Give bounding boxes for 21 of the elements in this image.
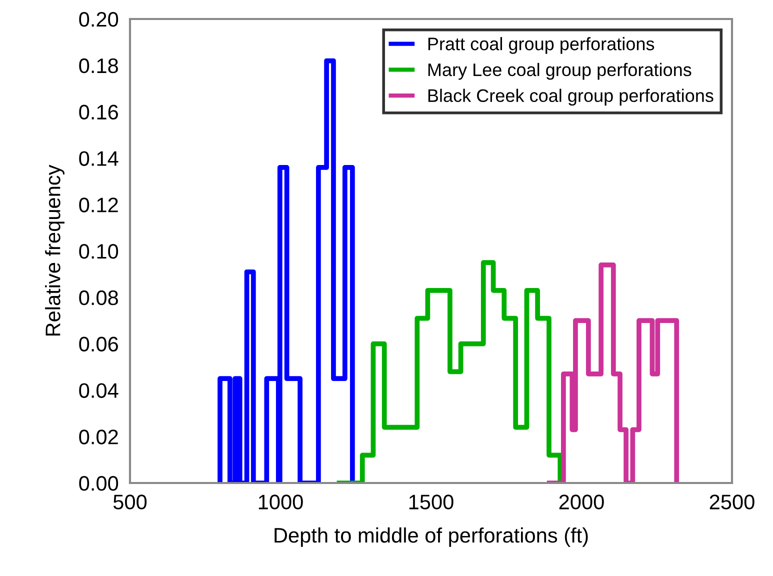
x-axis-title: Depth to middle of perforations (ft) <box>274 527 588 547</box>
y-tick-label: 0.18 <box>79 58 118 74</box>
x-tick-label: 2000 <box>559 494 604 510</box>
y-tick-label: 0.14 <box>79 151 118 166</box>
y-tick-label: 0.06 <box>79 336 118 352</box>
x-tick-label: 1000 <box>258 494 303 510</box>
x-tick-label: 500 <box>113 494 147 510</box>
x-tick-label: 2500 <box>710 494 754 510</box>
y-axis-title: Relative frequency <box>45 164 64 336</box>
y-tick-label: 0.08 <box>79 290 118 306</box>
legend-label: Mary Lee coal group perforations <box>428 62 692 80</box>
y-tick-label: 0.10 <box>79 244 118 259</box>
y-tick-label: 0.04 <box>79 383 118 398</box>
y-tick-label: 0.16 <box>79 104 118 120</box>
legend-label: Black Creek coal group perforations <box>428 88 714 106</box>
y-tick-label: 0.12 <box>79 198 118 212</box>
y-tick-label: 0.02 <box>79 430 118 444</box>
legend-label: Pratt coal group perforations <box>428 37 654 54</box>
x-tick-label: 1500 <box>409 494 454 510</box>
y-tick-label: 0.00 <box>79 476 118 491</box>
y-tick-label: 0.20 <box>79 12 118 27</box>
